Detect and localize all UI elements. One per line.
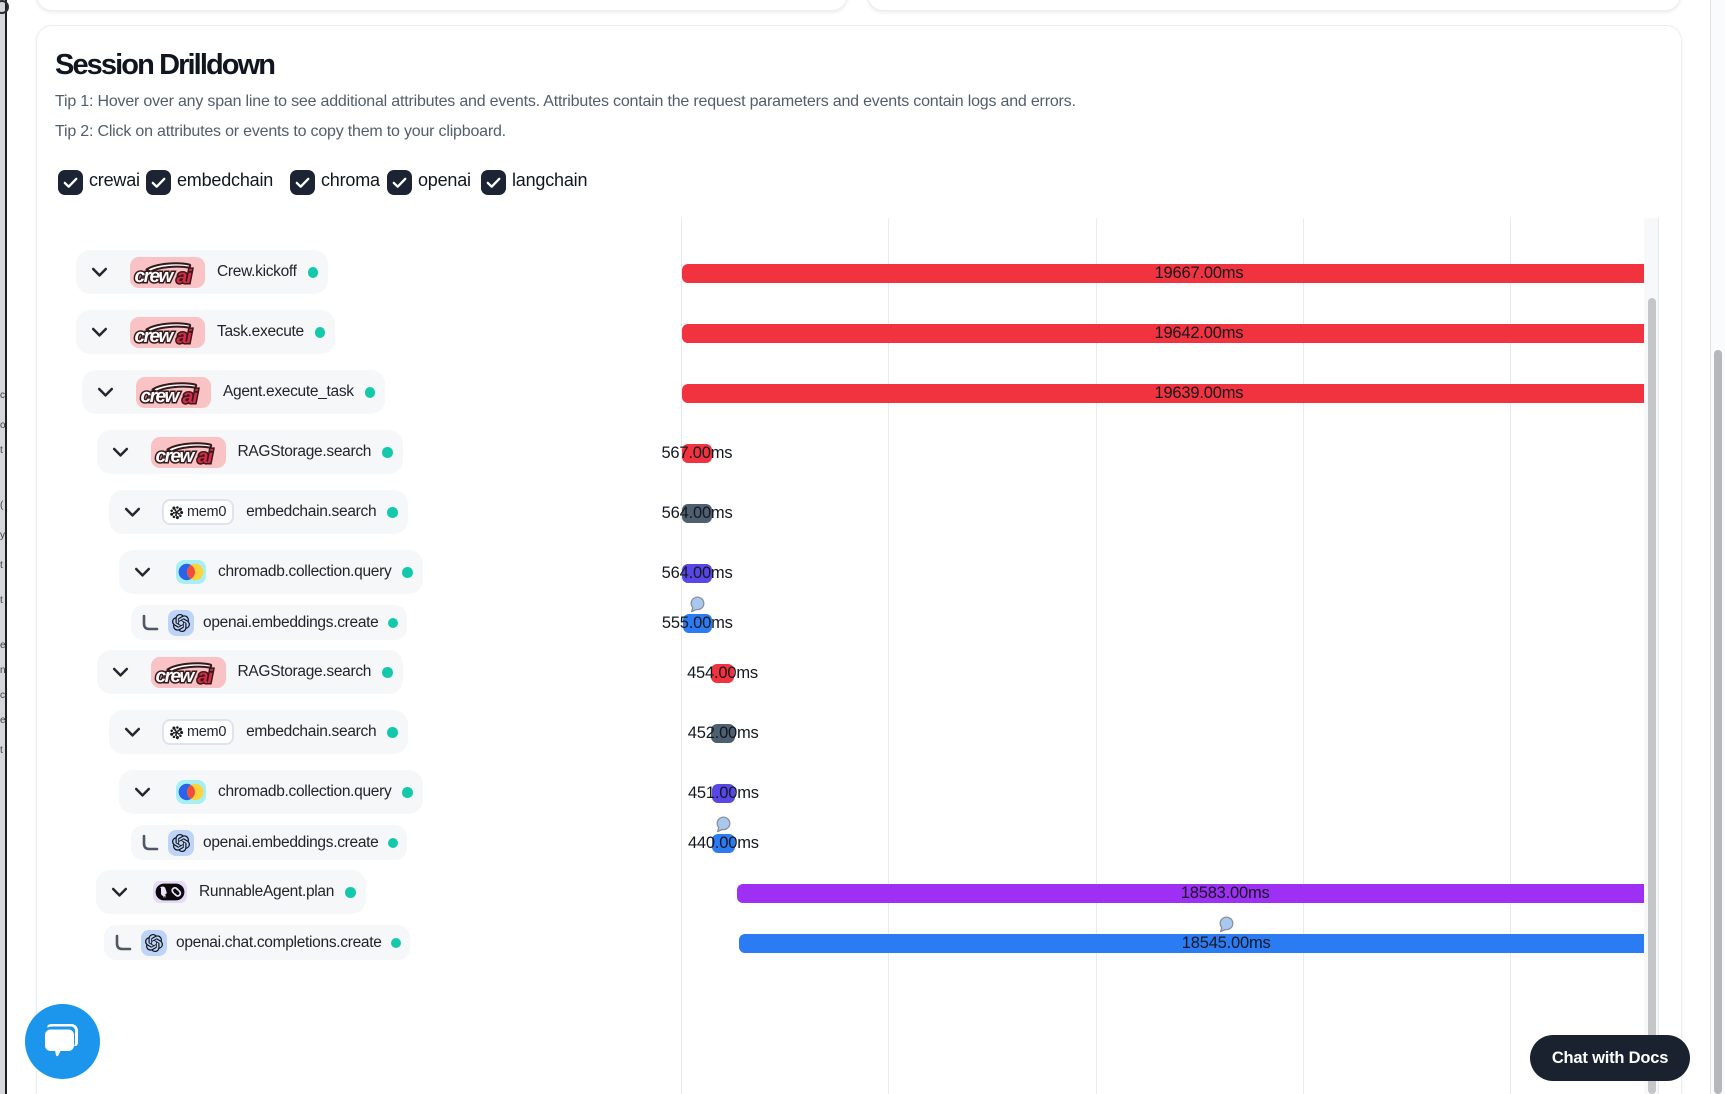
svg-text:crew: crew <box>155 446 195 467</box>
svg-text:ai: ai <box>183 386 199 408</box>
svg-text:crew: crew <box>141 386 181 407</box>
svg-text:crew: crew <box>135 266 175 287</box>
svg-text:ai: ai <box>197 446 213 468</box>
svg-text:ai: ai <box>197 666 213 688</box>
svg-text:crew: crew <box>135 326 175 347</box>
svg-text:ai: ai <box>177 326 193 348</box>
svg-text:crew: crew <box>155 666 195 687</box>
svg-text:ai: ai <box>177 266 193 288</box>
